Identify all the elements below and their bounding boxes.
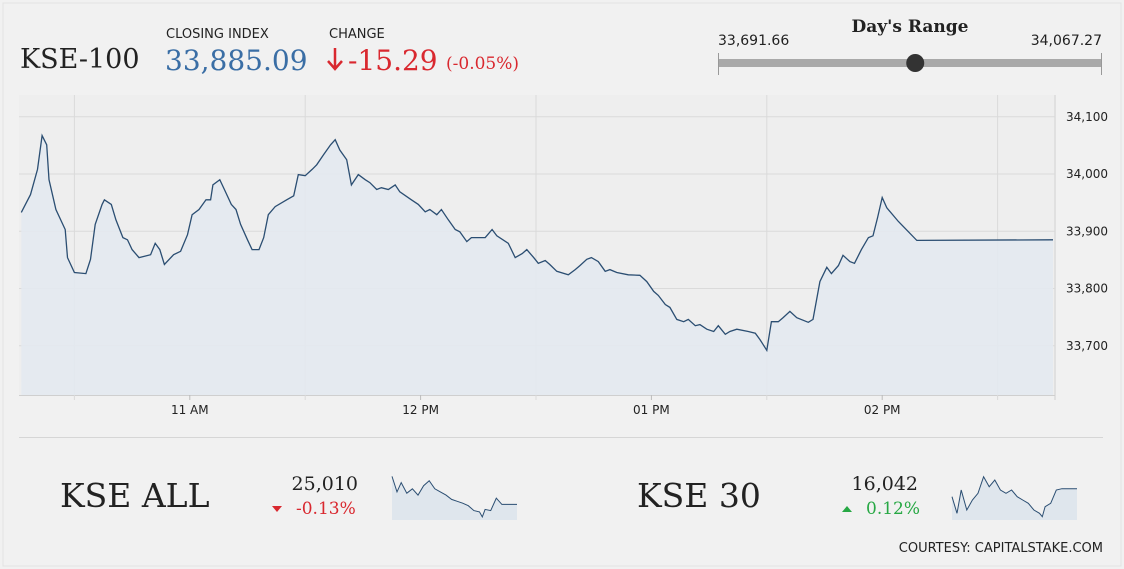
area-fill xyxy=(21,135,1053,395)
y-tick-label: 33,800 xyxy=(1066,282,1108,296)
index-name: KSE-100 xyxy=(20,44,140,75)
index-change: -0.13% xyxy=(296,499,356,519)
down-arrow xyxy=(327,48,343,71)
price-line xyxy=(20,133,1054,353)
area-fill xyxy=(392,476,517,520)
range-knob xyxy=(906,54,925,72)
change-value: -15.29 xyxy=(348,44,438,77)
x-tick-label: 11 AM xyxy=(171,403,209,417)
x-tick-label: 12 PM xyxy=(402,403,439,417)
price-line xyxy=(951,475,1077,518)
closing-index-label: CLOSING INDEX xyxy=(166,27,269,42)
y-tick-label: 34,100 xyxy=(1066,110,1108,124)
x-tick-label: 02 PM xyxy=(864,403,901,417)
index-name: KSE ALL xyxy=(60,476,210,515)
up-triangle xyxy=(842,506,852,512)
y-tick-label: 33,700 xyxy=(1066,339,1108,353)
price-line xyxy=(391,476,517,519)
closing-index: 33,885.09 xyxy=(165,44,308,77)
range-high: 34,067.27 xyxy=(1031,33,1102,49)
down-triangle xyxy=(272,506,282,512)
index-change: 0.12% xyxy=(866,499,920,519)
x-tick-label: 01 PM xyxy=(633,403,670,417)
area-fill xyxy=(952,476,1077,520)
change-label: CHANGE xyxy=(329,27,385,42)
y-tick-label: 34,000 xyxy=(1066,167,1108,181)
courtesy: COURTESY: CAPITALSTAKE.COM xyxy=(899,541,1103,556)
range-low: 33,691.66 xyxy=(718,33,789,49)
index-value: 25,010 xyxy=(292,473,358,495)
change-percent: (-0.05%) xyxy=(446,54,519,74)
index-name: KSE 30 xyxy=(637,476,761,515)
y-tick-label: 33,900 xyxy=(1066,224,1108,238)
range-title: Day's Range xyxy=(852,17,969,37)
index-value: 16,042 xyxy=(852,473,918,495)
